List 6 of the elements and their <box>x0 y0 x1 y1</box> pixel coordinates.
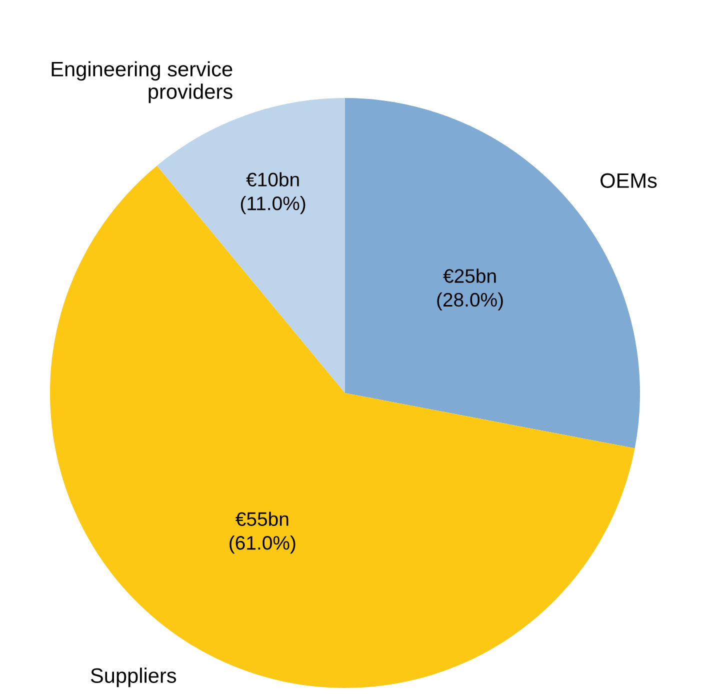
slice-label: OEMs <box>600 173 657 188</box>
slice-label: Engineering service providers <box>52 61 232 104</box>
slice-label: Suppliers <box>90 668 176 688</box>
data-label: €55bn (61.0%) <box>230 512 296 554</box>
data-label: €25bn (28.0%) <box>437 268 503 311</box>
data-label: €10bn (11.0%) <box>240 172 306 214</box>
